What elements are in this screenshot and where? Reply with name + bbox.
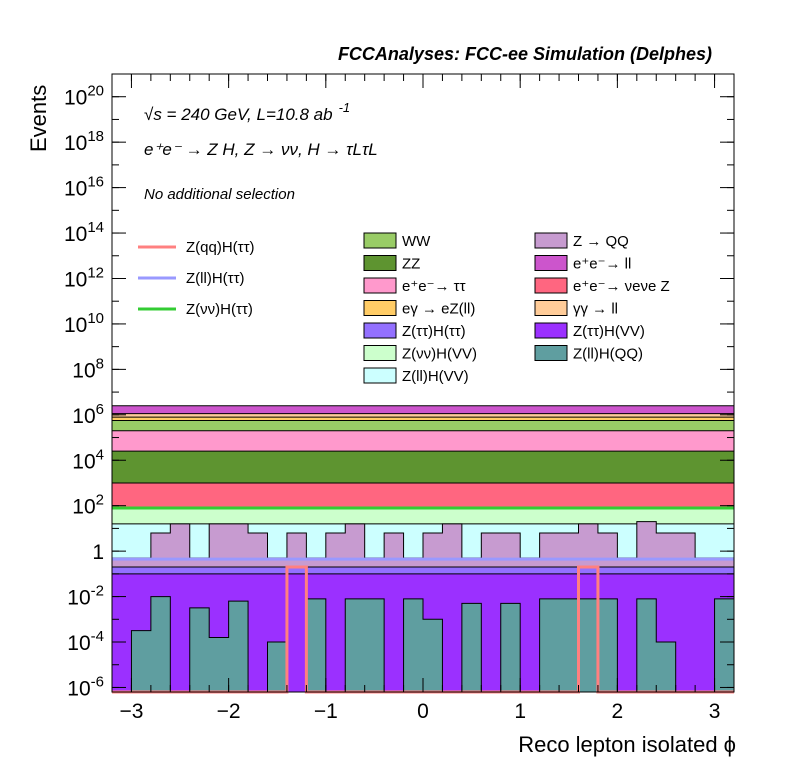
x-tick-label: 0 bbox=[417, 700, 429, 723]
legend-box-swatch bbox=[534, 232, 568, 249]
annotations: √s = 240 GeV, L=10.8 ab -1 e⁺e⁻ → Z H, Z →… bbox=[144, 100, 378, 203]
y-tick-label: 102 bbox=[72, 492, 104, 519]
legend-entry-label: Z(ll)H(ττ) bbox=[186, 270, 245, 287]
stack-z-ll-h-qq- bbox=[112, 596, 735, 693]
legend-box-swatch bbox=[363, 255, 397, 271]
x-tick-label: 3 bbox=[709, 700, 721, 723]
y-tick-label: 1012 bbox=[64, 264, 104, 291]
legend-box-swatch bbox=[363, 345, 397, 361]
legend: Z(qq)H(ττ) Z(ll)H(ττ) Z(νν)H(ττ) WW ZZ e⁺e⁻→ … bbox=[138, 232, 670, 385]
y-tick-label: 10-4 bbox=[67, 628, 104, 655]
legend-box-swatch bbox=[534, 322, 568, 339]
legend-entry-label: Z(νν)H(VV) bbox=[402, 346, 477, 363]
y-tick-label: 106 bbox=[72, 401, 104, 428]
plot-area bbox=[111, 73, 735, 694]
y-tick-label: 10-2 bbox=[67, 583, 104, 610]
legend-entry-label: γγ → ll bbox=[573, 301, 618, 318]
legend-entry-label: WW bbox=[402, 233, 431, 250]
selection-label: No additional selection bbox=[144, 186, 295, 203]
legend-box-swatch bbox=[363, 322, 397, 339]
y-axis-label: Events bbox=[26, 85, 51, 152]
legend-box-swatch bbox=[363, 300, 397, 316]
x-tick-label: −1 bbox=[314, 700, 338, 723]
legend-entry-label: ZZ bbox=[402, 256, 420, 273]
legend-entry-label: Z(ττ)H(VV) bbox=[573, 323, 645, 340]
y-tick-label: 1020 bbox=[64, 83, 104, 110]
legend-entry-label: e⁺e⁻→ νeνe Z bbox=[573, 278, 670, 295]
legend-entry-label: Z → QQ bbox=[573, 233, 629, 250]
legend-entry-label: e⁺e⁻→ ll bbox=[573, 256, 631, 273]
y-axis: 10-6 10-4 10-2 1 102 104 106 108 1010 1012 1014 101… bbox=[64, 83, 734, 700]
x-tick-label: −3 bbox=[119, 700, 143, 723]
y-tick-label: 1016 bbox=[64, 174, 104, 201]
legend-entry-label: Z(qq)H(ττ) bbox=[186, 239, 255, 256]
x-tick-label: −2 bbox=[217, 700, 241, 723]
y-tick-label: 10-6 bbox=[67, 673, 104, 700]
y-tick-label: 1 bbox=[92, 541, 104, 564]
legend-entry-label: Z(ll)H(VV) bbox=[402, 368, 469, 385]
y-tick-label: 1010 bbox=[64, 310, 104, 337]
energy-luminosity-label: √s = 240 GeV, L=10.8 ab -1 bbox=[144, 100, 350, 124]
legend-entry-label: Z(νν)H(ττ) bbox=[186, 301, 253, 318]
y-tick-label: 1014 bbox=[64, 219, 104, 246]
legend-box-swatch bbox=[534, 277, 568, 294]
x-axis-label: Reco lepton isolated ϕ bbox=[518, 732, 736, 757]
legend-box-swatch bbox=[534, 300, 568, 316]
x-axis: −3 −2 −1 0 1 2 3 bbox=[111, 74, 735, 723]
legend-box-swatch bbox=[534, 345, 568, 361]
legend-entry-label: eγ → eZ(ll) bbox=[402, 301, 475, 318]
y-tick-label: 104 bbox=[72, 446, 104, 473]
chart-title: FCCAnalyses: FCC-ee Simulation (Delphes) bbox=[338, 44, 712, 64]
x-tick-label: 1 bbox=[514, 700, 526, 723]
y-tick-label: 108 bbox=[72, 355, 104, 382]
legend-box-swatch bbox=[363, 367, 397, 384]
process-label: e⁺e⁻ → Z H, Z → νν, H → τLτL bbox=[144, 140, 378, 159]
legend-box-swatch bbox=[363, 277, 397, 294]
legend-entry-label: Z(ττ)H(ττ) bbox=[402, 323, 466, 340]
legend-box-swatch bbox=[534, 255, 568, 271]
x-tick-label: 2 bbox=[612, 700, 624, 723]
legend-entry-label: e⁺e⁻→ ττ bbox=[402, 278, 466, 295]
y-tick-label: 1018 bbox=[64, 128, 104, 155]
legend-entry-label: Z(ll)H(QQ) bbox=[573, 346, 643, 363]
legend-box-swatch bbox=[363, 232, 397, 249]
